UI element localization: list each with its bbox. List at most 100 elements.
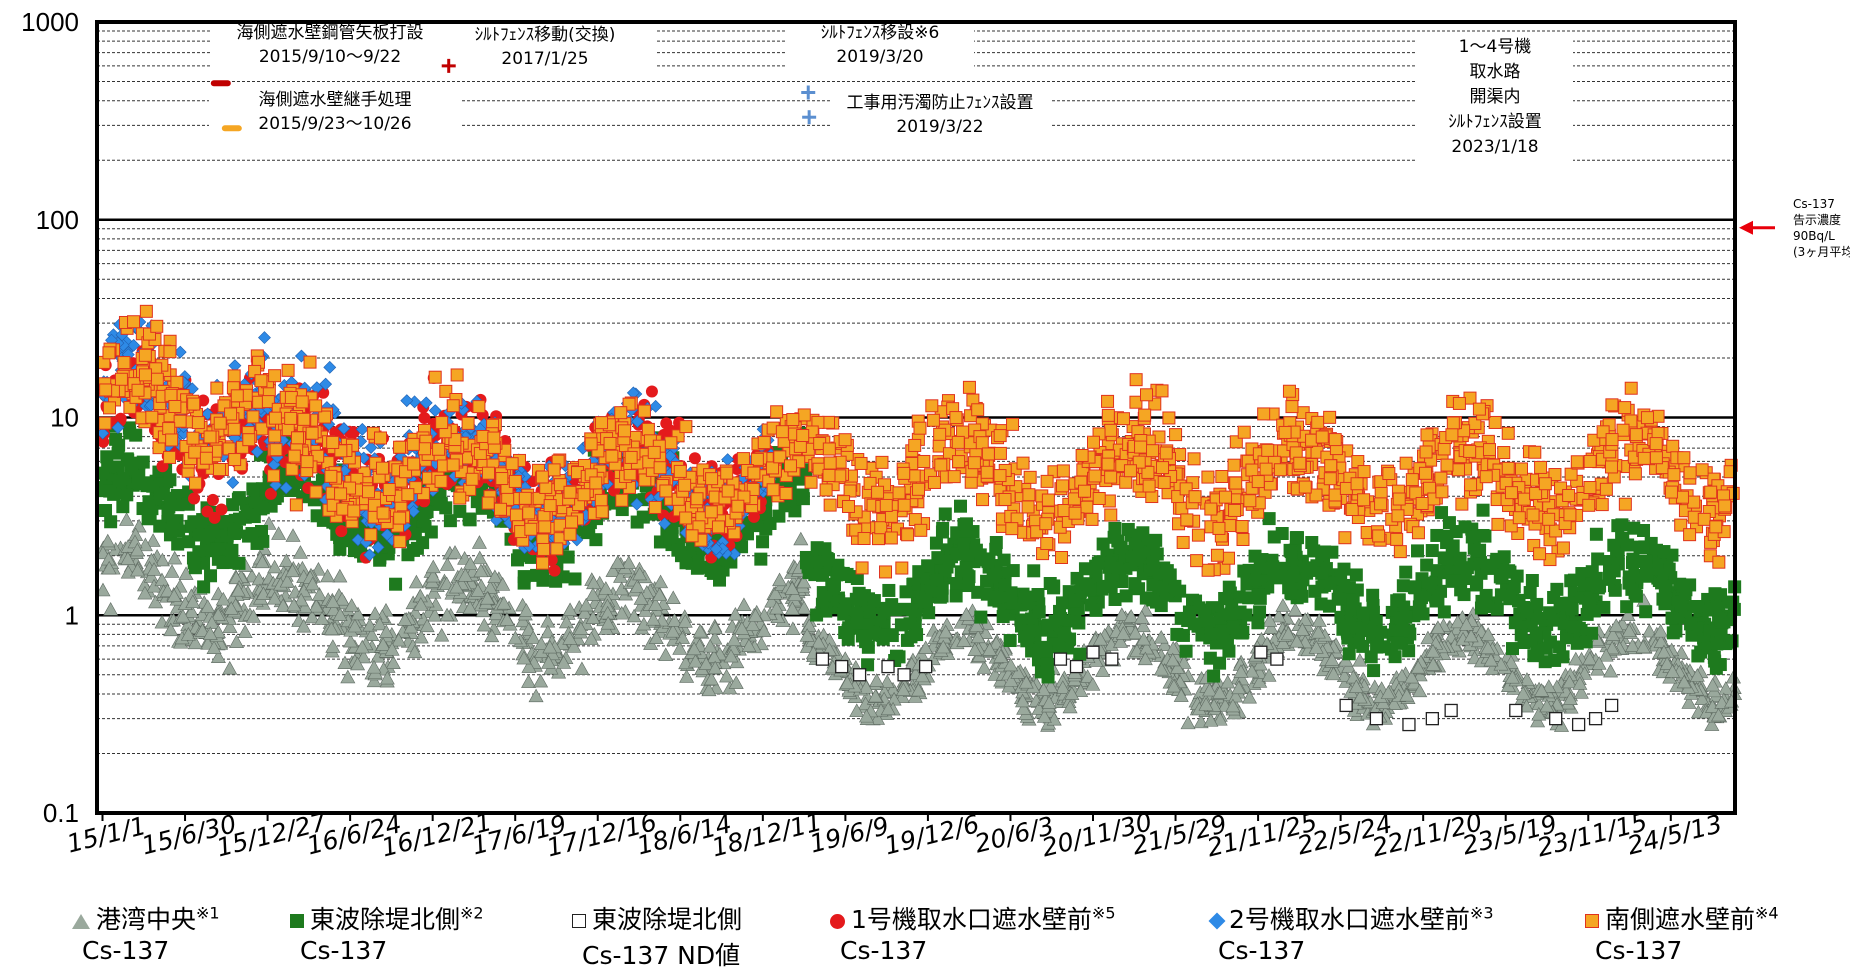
data-point xyxy=(198,581,210,593)
data-point xyxy=(310,400,322,412)
data-point xyxy=(1524,587,1536,599)
data-point xyxy=(1622,539,1634,551)
data-point xyxy=(286,529,300,542)
data-point xyxy=(246,528,258,540)
data-point xyxy=(1638,524,1650,536)
data-point xyxy=(1403,625,1415,637)
data-point xyxy=(836,661,848,673)
data-point xyxy=(1087,646,1099,658)
data-point xyxy=(709,566,721,578)
data-point xyxy=(124,427,136,439)
x-axis-tick-labels: 15/1/115/6/3015/12/2716/6/2416/12/2117/6… xyxy=(64,807,1725,862)
data-point xyxy=(689,452,701,464)
data-point xyxy=(575,662,589,675)
data-point xyxy=(1188,618,1200,630)
data-point xyxy=(120,513,134,526)
data-point xyxy=(257,502,269,514)
data-point xyxy=(113,475,125,487)
data-point xyxy=(1573,719,1585,731)
data-point xyxy=(100,384,112,396)
data-point xyxy=(228,423,240,435)
data-point xyxy=(1415,592,1427,604)
data-point xyxy=(172,538,184,550)
data-point xyxy=(1180,645,1192,657)
data-point xyxy=(425,526,437,538)
data-point xyxy=(1412,545,1424,557)
data-point xyxy=(518,571,530,583)
data-point xyxy=(930,537,942,549)
data-point xyxy=(472,536,486,549)
data-point xyxy=(1335,573,1347,585)
data-point xyxy=(666,591,680,604)
data-point xyxy=(341,670,355,683)
data-point xyxy=(1474,544,1486,556)
y-tick-label: 100 xyxy=(36,205,79,235)
data-point xyxy=(1526,574,1538,586)
data-point xyxy=(192,417,204,429)
data-point xyxy=(258,332,270,344)
data-point xyxy=(811,609,823,621)
data-point xyxy=(1370,713,1382,725)
data-point xyxy=(886,630,898,642)
data-series xyxy=(96,305,1742,731)
reference-arrow-head xyxy=(1739,221,1753,235)
data-point xyxy=(140,305,152,317)
data-point xyxy=(213,464,225,476)
data-point xyxy=(419,443,431,455)
data-point xyxy=(1208,670,1220,682)
data-point xyxy=(939,508,951,520)
data-point xyxy=(188,493,200,505)
data-point xyxy=(1356,624,1368,636)
data-point xyxy=(1445,704,1457,716)
data-point xyxy=(335,525,347,537)
data-point xyxy=(1466,531,1478,543)
data-point xyxy=(1518,637,1530,649)
data-point xyxy=(187,432,199,444)
data-point xyxy=(228,370,240,382)
data-point xyxy=(960,518,972,530)
data-point xyxy=(188,398,200,410)
data-point xyxy=(435,629,449,642)
data-point xyxy=(1109,593,1121,605)
data-point xyxy=(981,588,993,600)
data-point xyxy=(920,661,932,673)
data-point xyxy=(440,558,454,571)
data-point xyxy=(868,595,880,607)
data-point xyxy=(166,434,178,446)
data-point xyxy=(816,653,828,665)
data-point xyxy=(268,470,280,482)
data-point xyxy=(1403,719,1415,731)
data-point xyxy=(171,376,183,388)
data-point xyxy=(233,492,245,504)
data-point xyxy=(269,430,281,442)
data-point xyxy=(569,573,581,585)
data-point xyxy=(1441,530,1453,542)
data-point xyxy=(214,417,226,429)
data-point xyxy=(101,451,113,463)
data-point xyxy=(660,417,672,429)
data-point xyxy=(1080,578,1092,590)
data-point xyxy=(1446,575,1458,587)
data-point xyxy=(207,494,219,506)
data-point xyxy=(139,349,151,361)
data-point xyxy=(1252,617,1264,629)
data-point xyxy=(950,590,962,602)
data-point xyxy=(100,505,112,517)
data-point xyxy=(333,569,347,582)
data-point xyxy=(992,591,1004,603)
data-point xyxy=(997,611,1009,623)
data-point xyxy=(1205,628,1217,640)
data-point xyxy=(1498,551,1510,563)
data-point xyxy=(1254,562,1266,574)
data-point xyxy=(1608,565,1620,577)
data-point xyxy=(794,532,808,545)
data-point xyxy=(337,503,349,515)
data-point xyxy=(1255,646,1267,658)
data-point xyxy=(285,392,297,404)
data-point xyxy=(228,528,240,540)
data-point xyxy=(1276,599,1290,612)
data-point xyxy=(1584,595,1596,607)
data-point xyxy=(1598,601,1610,613)
data-point xyxy=(1659,598,1671,610)
data-point xyxy=(1658,546,1670,558)
